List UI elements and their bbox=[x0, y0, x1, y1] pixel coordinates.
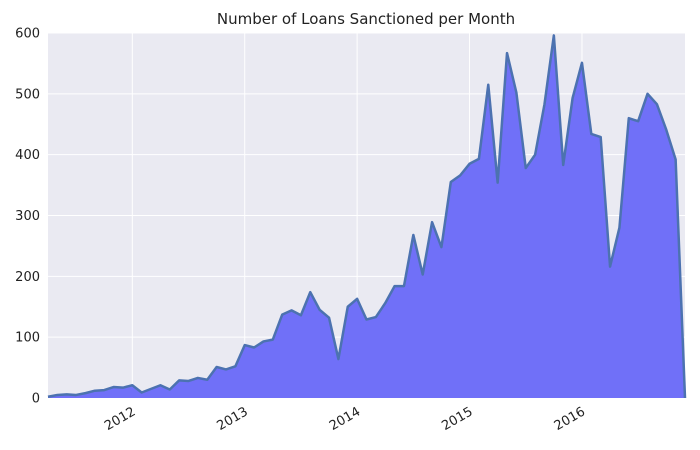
area-fill bbox=[48, 35, 685, 399]
chart-title: Number of Loans Sanctioned per Month bbox=[216, 10, 516, 28]
x-tick-label: 2015 bbox=[439, 404, 475, 434]
x-tick-label: 2012 bbox=[102, 404, 138, 434]
series-line bbox=[47, 34, 687, 399]
x-tick-label: 2013 bbox=[215, 404, 251, 434]
y-tick-label: 500 bbox=[15, 87, 40, 102]
y-tick-label: 300 bbox=[15, 209, 40, 224]
y-tick-label: 600 bbox=[15, 27, 40, 42]
x-tick-label: 2016 bbox=[552, 404, 588, 434]
y-tick-label: 200 bbox=[15, 270, 40, 285]
x-tick-label: 2014 bbox=[327, 404, 363, 434]
y-axis-ticks: 0 100 200 300 400 500 600 bbox=[15, 27, 40, 407]
x-axis-ticks: 2012 2013 2014 2015 2016 bbox=[102, 404, 588, 434]
y-tick-label: 400 bbox=[15, 148, 40, 163]
y-tick-label: 100 bbox=[15, 331, 40, 346]
y-tick-label: 0 bbox=[32, 392, 40, 407]
